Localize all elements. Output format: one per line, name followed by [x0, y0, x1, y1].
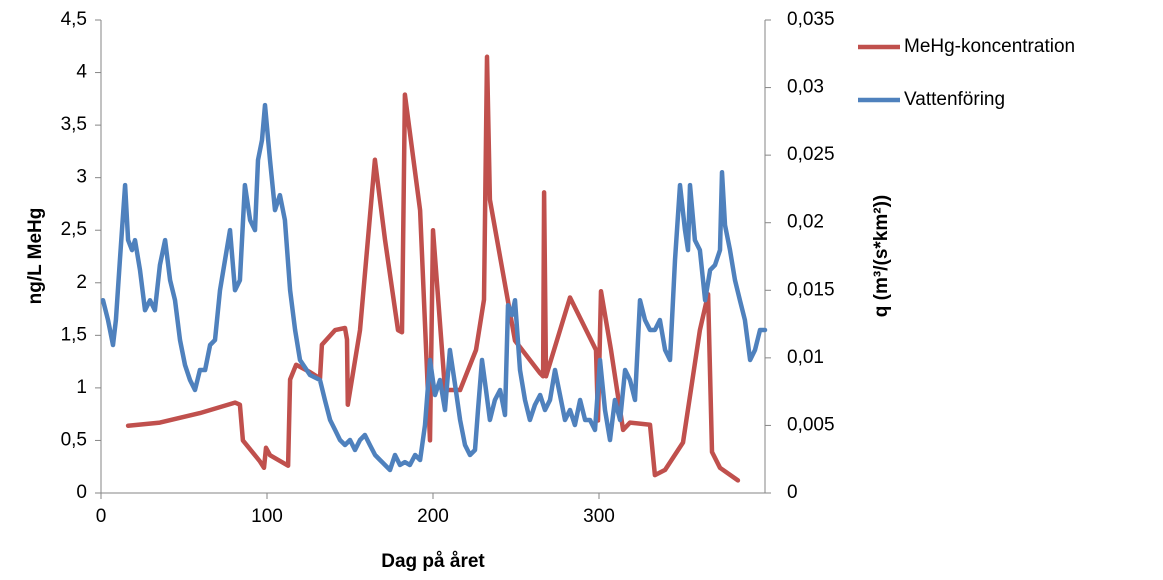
- y-tick-label: 2: [76, 272, 87, 293]
- y-axis-label: ng/L MeHg: [25, 208, 46, 305]
- x-tick-label: 0: [96, 506, 107, 527]
- y2-axis-label: q (m³/(s*km²)): [871, 195, 892, 317]
- y-tick-label: 4,5: [61, 9, 87, 30]
- y2-tick-label: 0,035: [787, 9, 835, 30]
- y-tick-label: 0,5: [61, 429, 87, 450]
- y2-tick-label: 0,03: [787, 77, 824, 98]
- series-line: [125, 54, 741, 483]
- y-tick-label: 3: [76, 167, 87, 188]
- y2-tick-label: 0,02: [787, 212, 824, 233]
- y-tick-label: 3,5: [61, 114, 87, 135]
- y2-tick-label: 0,005: [787, 414, 835, 435]
- y2-tick-label: 0: [787, 482, 798, 503]
- y2-tick-label: 0,025: [787, 144, 835, 165]
- y2-tick-label: 0,01: [787, 347, 824, 368]
- y-tick-label: 2,5: [61, 219, 87, 240]
- x-tick-label: 300: [583, 506, 615, 527]
- series-line: [100, 102, 768, 473]
- y-tick-label: 0: [76, 482, 87, 503]
- y-tick-label: 4: [76, 62, 87, 83]
- y2-tick-label: 0,015: [787, 279, 835, 300]
- x-axis-label: Dag på året: [381, 551, 485, 572]
- x-tick-label: 100: [251, 506, 283, 527]
- y-tick-label: 1: [76, 377, 87, 398]
- x-tick-label: 200: [417, 506, 449, 527]
- legend-label: Vattenföring: [904, 89, 1005, 110]
- legend-label: MeHg-koncentration: [904, 36, 1075, 57]
- y-tick-label: 1,5: [61, 324, 87, 345]
